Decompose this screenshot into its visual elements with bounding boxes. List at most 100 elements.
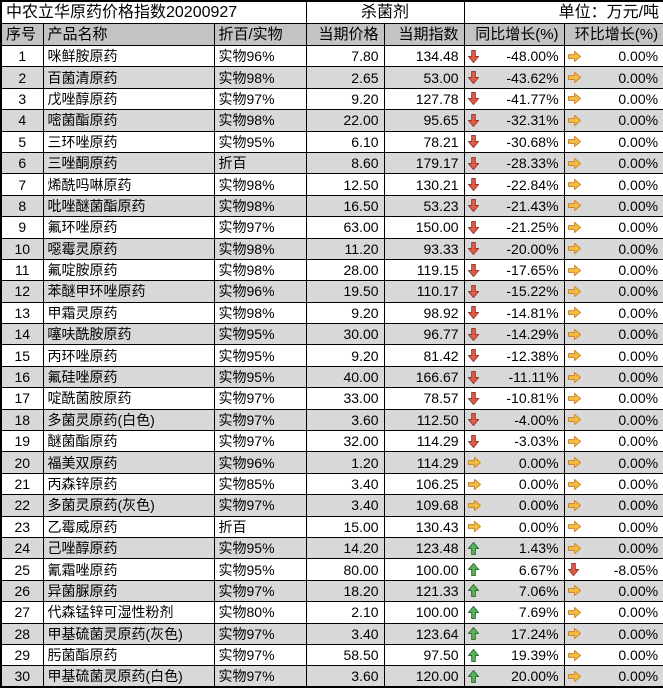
cell-spec: 实物98%: [213, 194, 307, 218]
right-arrow-icon: [567, 50, 582, 63]
cell-seq: 26: [0, 579, 44, 603]
table-row: 23 乙霉威原药 折百 15.00 130.43 0.00% 0.00%: [0, 515, 663, 538]
cell-index: 114.29: [383, 451, 465, 474]
cell-mom: 0.00%: [563, 430, 663, 453]
down-arrow-icon: [467, 49, 480, 64]
cell-price: 6.10: [305, 130, 385, 153]
table-row: 14 噻呋酰胺原药 实物95% 30.00 96.77 -14.29% 0.00%: [0, 323, 663, 346]
table-row: 11 氟啶胺原药 实物98% 28.00 119.15 -17.65% 0.00%: [0, 258, 663, 282]
cell-price: 33.00: [305, 387, 385, 410]
cell-mom-value: 0.00%: [618, 326, 659, 343]
up-arrow-icon: [467, 669, 480, 684]
cell-yoy: -20.00%: [463, 237, 565, 260]
cell-seq: 30: [0, 665, 44, 688]
cell-price: 22.00: [305, 109, 385, 132]
cell-yoy: 0.00%: [463, 472, 565, 496]
cell-yoy-value: 17.24%: [511, 625, 559, 642]
cell-mom: 0.00%: [563, 579, 663, 603]
cell-spec: 实物97%: [213, 387, 307, 410]
cell-spec: 实物95%: [213, 558, 307, 581]
down-arrow-icon: [467, 327, 480, 342]
down-arrow-icon: [467, 263, 480, 278]
right-arrow-icon: [567, 520, 582, 533]
cell-price: 14.20: [305, 536, 385, 560]
cell-seq: 28: [0, 622, 44, 645]
report-title: 中农立华原药价格指数20200927: [0, 0, 307, 24]
cell-yoy-value: 6.67%: [518, 561, 559, 578]
cell-mom: 0.00%: [563, 344, 663, 367]
cell-mom: 0.00%: [563, 408, 663, 432]
cell-mom: 0.00%: [563, 494, 663, 517]
cell-yoy: -28.33%: [463, 151, 565, 175]
cell-index: 81.42: [383, 344, 465, 367]
cell-yoy-value: -21.25%: [506, 219, 559, 236]
cell-price: 7.80: [305, 44, 385, 68]
cell-yoy: 0.00%: [463, 515, 565, 538]
cell-seq: 21: [0, 472, 44, 496]
cell-yoy: -12.38%: [463, 344, 565, 367]
cell-spec: 实物97%: [213, 494, 307, 517]
table-row: 17 啶酰菌胺原药 实物97% 33.00 78.57 -10.81% 0.00%: [0, 387, 663, 410]
cell-index: 98.92: [383, 301, 465, 325]
cell-seq: 11: [0, 258, 44, 282]
cell-yoy: 0.00%: [463, 451, 565, 474]
right-arrow-icon: [567, 478, 582, 491]
table-row: 6 三唑酮原药 折百 8.60 179.17 -28.33% 0.00%: [0, 151, 663, 175]
cell-mom: 0.00%: [563, 237, 663, 260]
cell-mom-value: 0.00%: [618, 582, 659, 599]
cell-mom: 0.00%: [563, 387, 663, 410]
cell-yoy: -10.81%: [463, 387, 565, 410]
cell-seq: 9: [0, 216, 44, 239]
cell-yoy-value: -15.22%: [506, 283, 559, 300]
cell-index: 123.64: [383, 622, 465, 645]
cell-yoy: -11.11%: [463, 365, 565, 389]
table-row: 8 吡唑醚菌酯原药 实物98% 16.50 53.23 -21.43% 0.00%: [0, 194, 663, 218]
right-arrow-icon: [567, 649, 582, 662]
cell-mom: 0.00%: [563, 643, 663, 667]
cell-seq: 10: [0, 237, 44, 260]
cell-mom: 0.00%: [563, 622, 663, 645]
cell-price: 28.00: [305, 258, 385, 282]
cell-spec: 实物95%: [213, 536, 307, 560]
cell-yoy-value: -3.03%: [514, 433, 559, 450]
right-arrow-icon: [567, 499, 582, 512]
cell-name: 醚菌酯原药: [42, 430, 215, 453]
cell-yoy: -3.03%: [463, 430, 565, 453]
cell-seq: 14: [0, 323, 44, 346]
cell-name: 百菌清原药: [42, 66, 215, 89]
cell-index: 97.50: [383, 643, 465, 667]
cell-seq: 20: [0, 451, 44, 474]
cell-name: 多菌灵原药(灰色): [42, 494, 215, 517]
cell-mom: 0.00%: [563, 515, 663, 538]
cell-name: 甲基硫菌灵原药(灰色): [42, 622, 215, 645]
table-row: 3 戊唑醇原药 实物97% 9.20 127.78 -41.77% 0.00%: [0, 87, 663, 111]
cell-name: 氟硅唑原药: [42, 365, 215, 389]
up-arrow-icon: [467, 648, 480, 663]
cell-yoy-value: -22.84%: [506, 176, 559, 193]
cell-spec: 实物95%: [213, 323, 307, 346]
cell-seq: 17: [0, 387, 44, 410]
cell-spec: 实物98%: [213, 301, 307, 325]
cell-yoy: -41.77%: [463, 87, 565, 111]
cell-mom: 0.00%: [563, 301, 663, 325]
cell-seq: 15: [0, 344, 44, 367]
cell-name: 吡唑醚菌酯原药: [42, 194, 215, 218]
down-arrow-icon: [467, 241, 480, 256]
cell-mom-value: 0.00%: [618, 390, 659, 407]
cell-mom-value: 0.00%: [618, 369, 659, 386]
table-row: 20 福美双原药 实物96% 1.20 114.29 0.00% 0.00%: [0, 451, 663, 474]
cell-mom-value: 0.00%: [618, 112, 659, 129]
cell-yoy-value: 1.43%: [518, 540, 559, 557]
right-arrow-icon: [567, 135, 582, 148]
cell-spec: 实物95%: [213, 365, 307, 389]
cell-name: 噁霉灵原药: [42, 237, 215, 260]
category-label: 杀菌剂: [305, 0, 465, 24]
right-arrow-icon: [567, 264, 582, 277]
cell-spec: 实物98%: [213, 66, 307, 89]
down-arrow-icon: [467, 391, 480, 406]
right-arrow-icon: [567, 71, 582, 84]
cell-seq: 2: [0, 66, 44, 89]
cell-mom: 0.00%: [563, 109, 663, 132]
cell-yoy-value: -20.00%: [506, 240, 559, 257]
